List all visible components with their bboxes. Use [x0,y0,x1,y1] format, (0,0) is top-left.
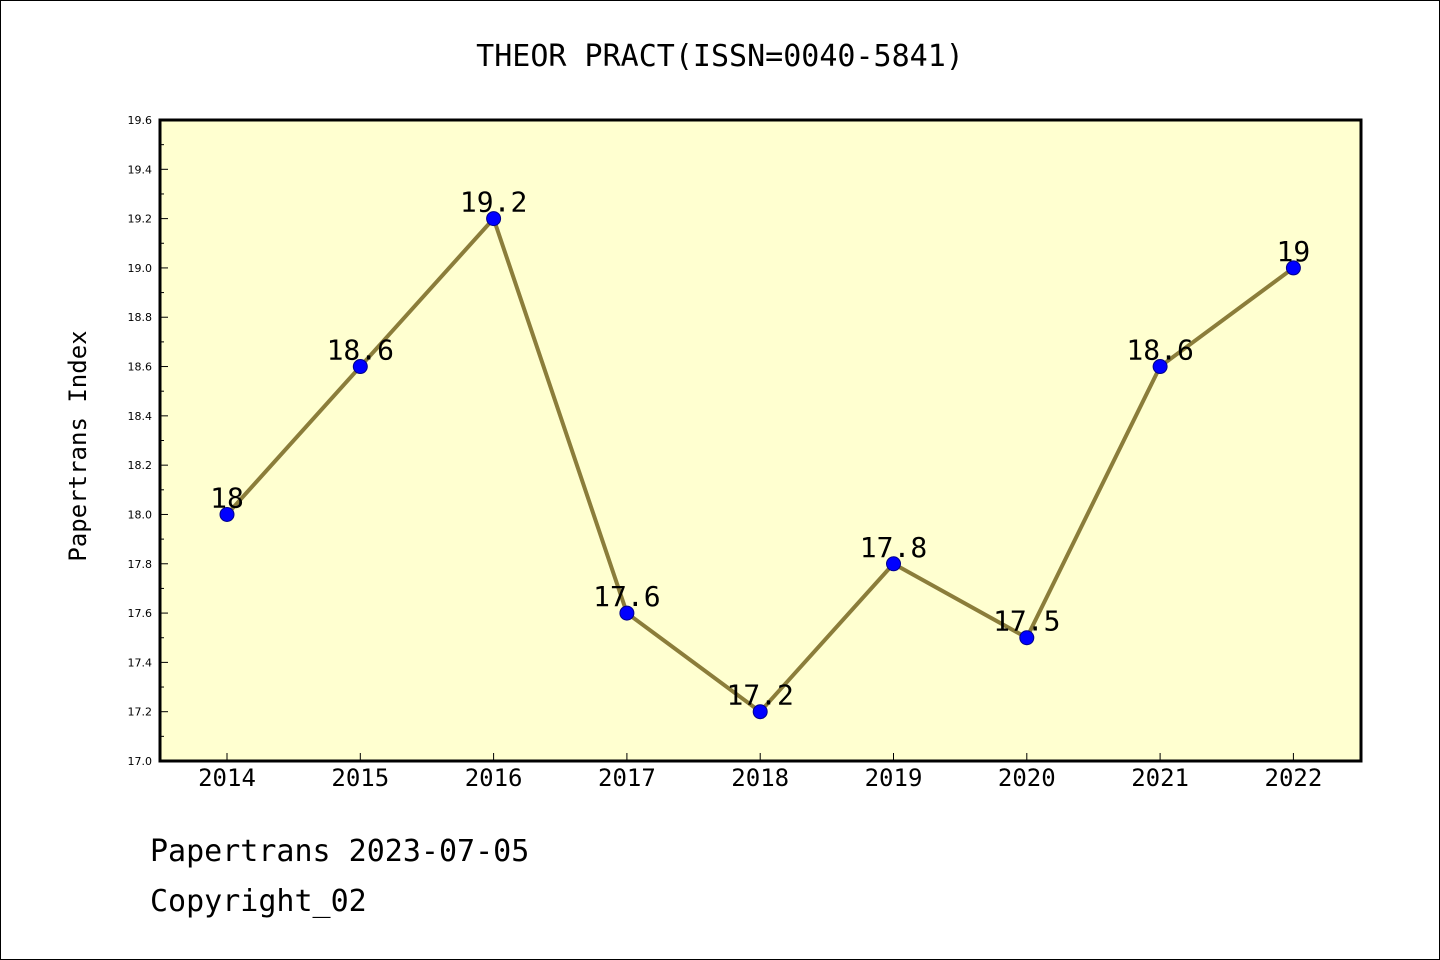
data-label: 18 [210,481,244,514]
data-point [886,556,901,572]
y-axis-label: Papertrans Index [64,330,92,561]
y-axis: 17.0 17.2 17.4 17.6 17.8 18.0 18.2 18.4 18.6 18.8… [128,114,168,768]
chart-title: THEOR PRACT(ISSN=0040-5841) [476,39,964,74]
y-tick-label: 17.0 [128,755,153,768]
data-label: 17.8 [860,531,927,564]
x-axis: 2014 2015 2016 2017 2018 2019 2020 2021 2022 [198,753,1322,792]
x-tick-label: 2014 [198,764,256,792]
y-tick-label: 19.4 [128,163,153,176]
x-tick-label: 2021 [1131,764,1189,792]
y-tick-label: 19.0 [128,262,153,275]
y-tick-label: 17.4 [128,656,153,669]
data-point [486,211,502,227]
y-tick-label: 18.6 [128,361,153,374]
x-tick-label: 2015 [331,764,389,792]
data-label: 19.2 [460,186,527,219]
x-tick-label: 2017 [598,764,656,792]
y-tick-label: 19.2 [128,213,153,226]
data-point [1019,630,1035,646]
data-point [752,704,768,720]
y-tick-label: 17.6 [128,607,153,620]
x-tick-label: 2016 [465,764,523,792]
data-point [1152,359,1168,375]
data-label: 17.5 [993,605,1060,638]
x-tick-label: 2020 [998,764,1056,792]
x-tick-label: 2022 [1265,764,1323,792]
plot-area [158,118,1363,763]
y-tick-label: 19.6 [128,114,153,127]
y-tick-label: 17.2 [128,706,153,719]
data-label: 19 [1277,235,1311,268]
y-tick-label: 18.4 [128,410,153,423]
data-point [352,359,368,375]
data-label: 18.6 [1126,334,1193,367]
data-label: 18.6 [327,334,394,367]
data-point [1285,260,1301,276]
x-tick-label: 2019 [865,764,923,792]
data-label: 17.6 [593,580,660,613]
y-tick-label: 18.2 [128,459,153,472]
data-point [219,506,235,522]
x-tick-label: 2018 [731,764,789,792]
y-tick-label: 17.8 [128,558,153,571]
footer-copyright: Copyright_02 [150,884,367,919]
data-label: 17.2 [726,679,793,712]
y-tick-label: 18.8 [128,311,153,324]
series-group: 18 18.6 19.2 17.6 17.2 17.8 17.5 18.6 19 [210,186,1311,720]
data-point [619,605,635,621]
y-tick-label: 18.0 [128,508,153,521]
footer-date: Papertrans 2023-07-05 [150,834,530,869]
